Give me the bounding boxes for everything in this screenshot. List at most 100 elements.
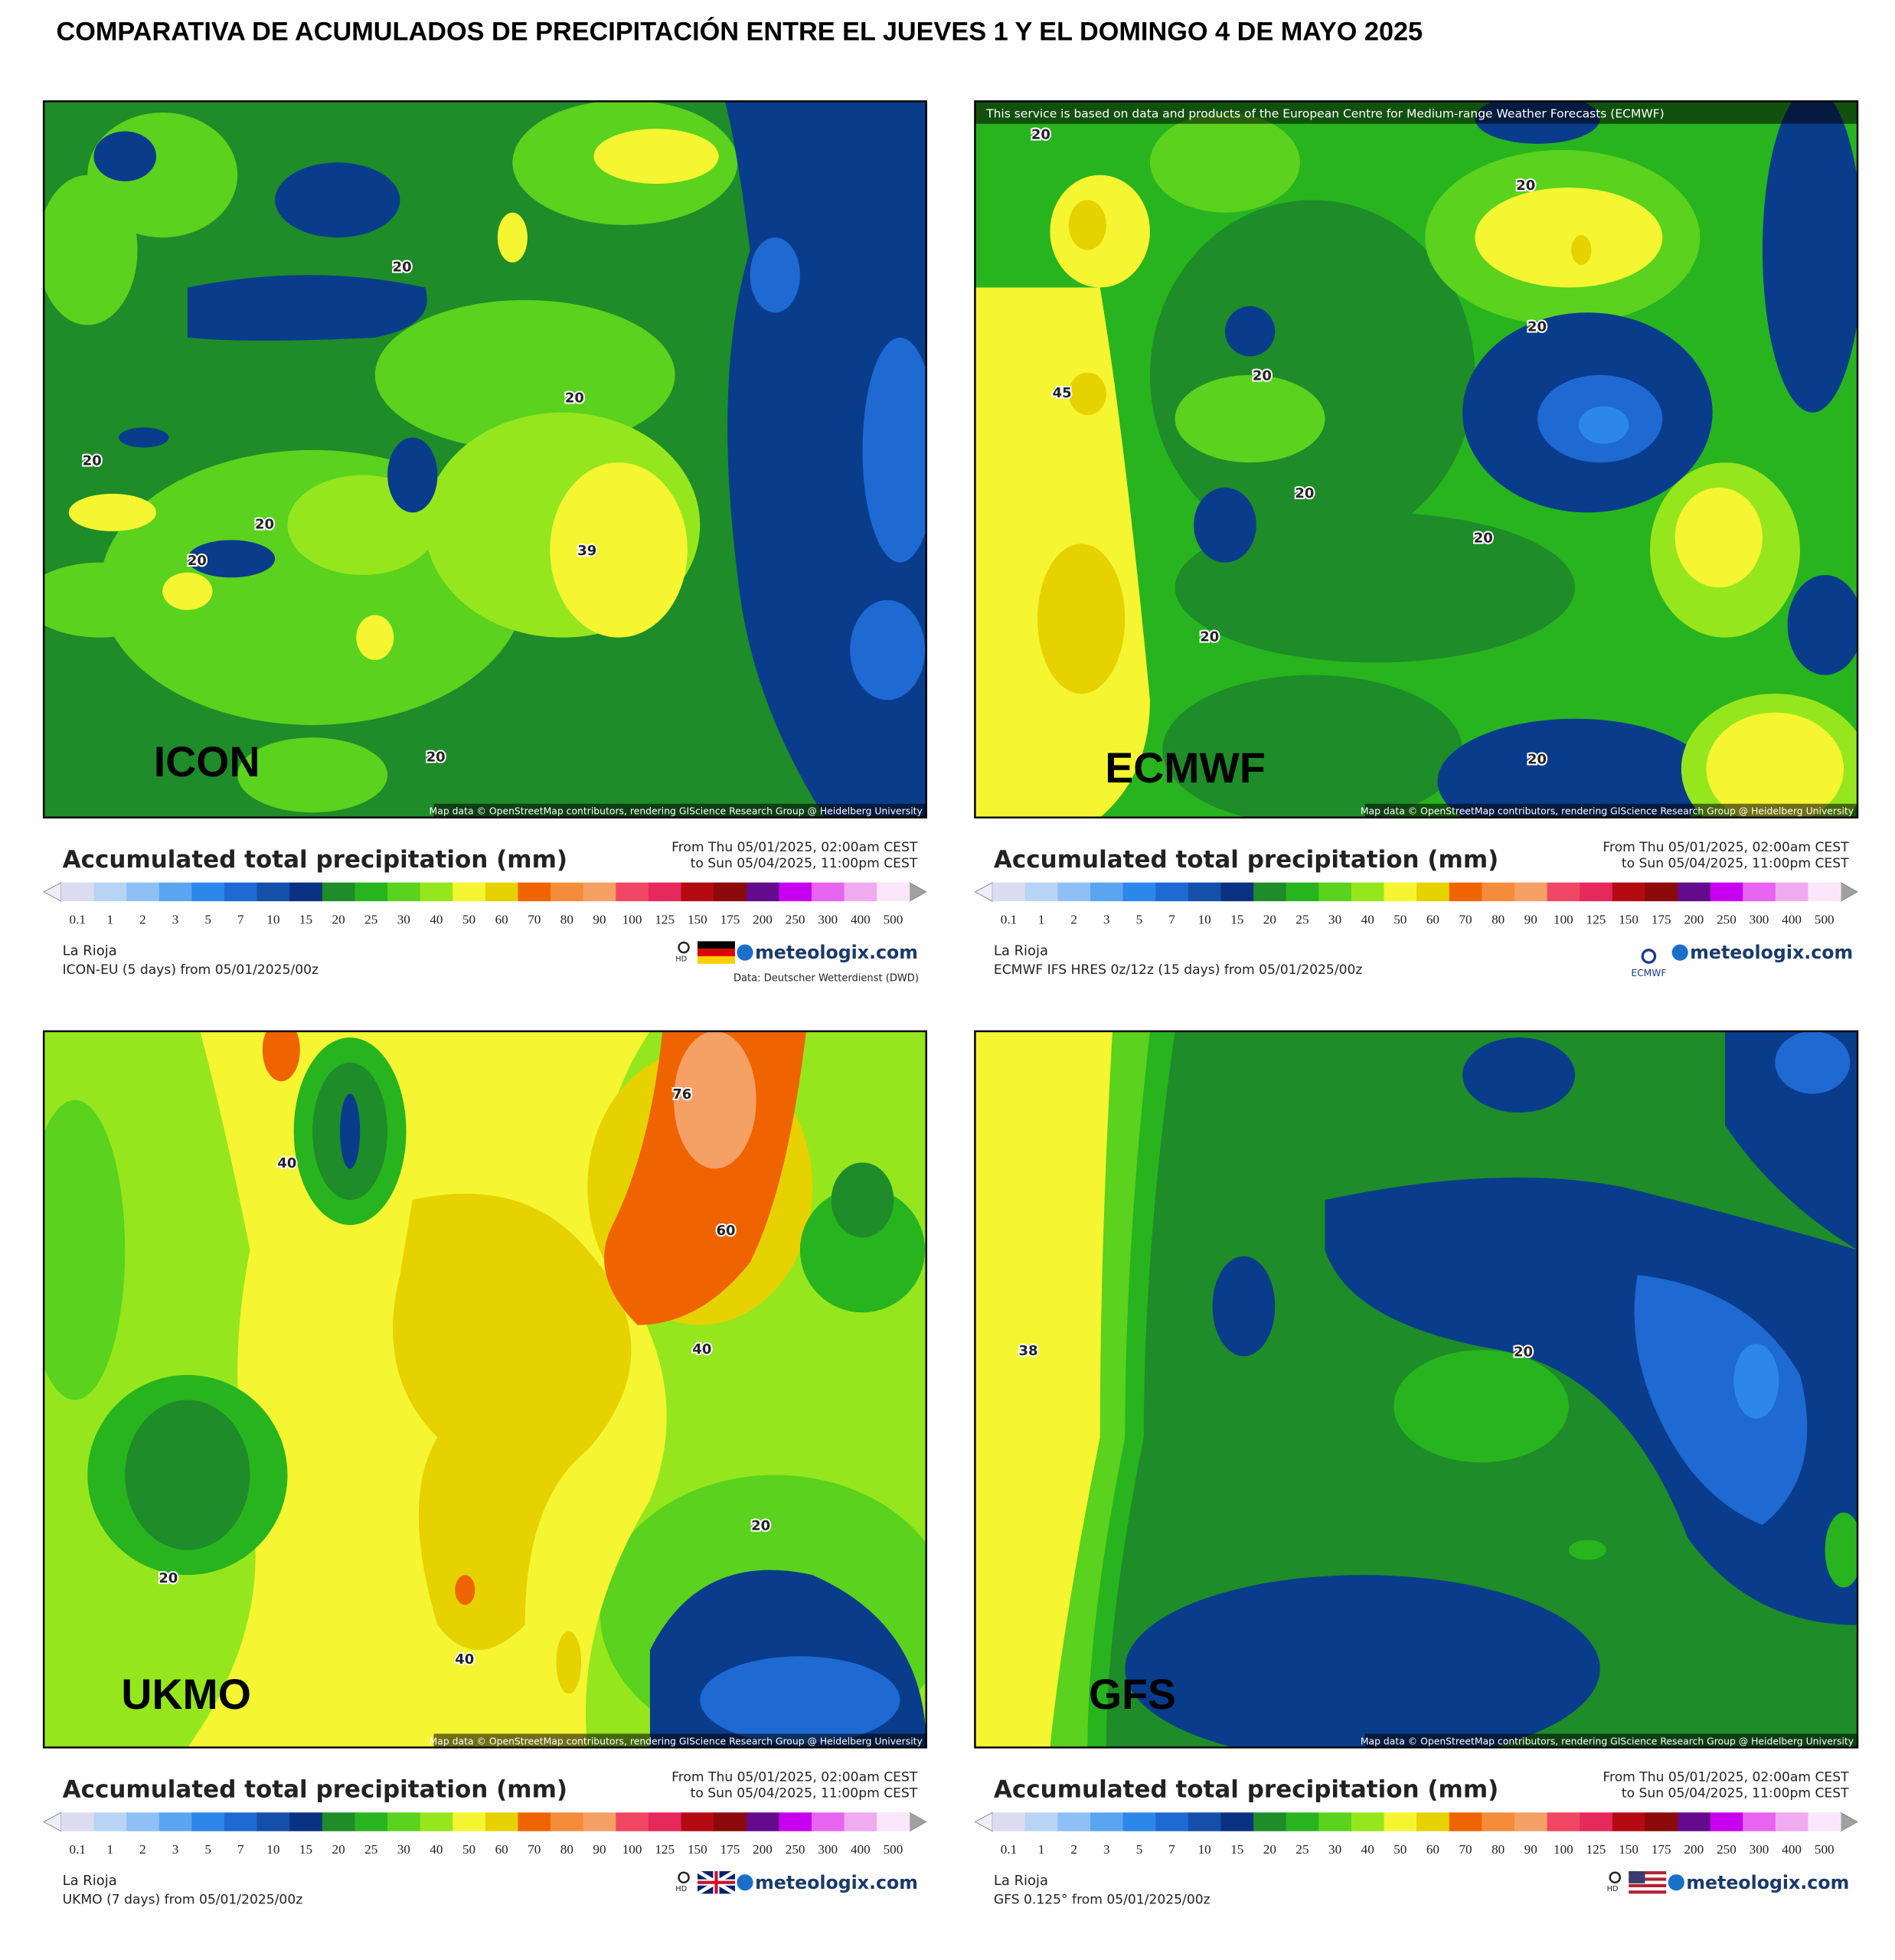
colorbar-swatch	[1808, 1812, 1841, 1831]
colorbar-label: 50	[1393, 913, 1407, 927]
precip-area	[497, 212, 528, 263]
colorbar-swatch	[354, 882, 388, 902]
colorbar-label: 250	[1717, 913, 1737, 927]
colorbar-swatch	[1449, 882, 1482, 902]
precip-area	[1762, 101, 1858, 413]
precip-area	[1175, 512, 1576, 663]
hd-label: HD	[1607, 1885, 1619, 1893]
colorbar-swatch	[420, 1812, 453, 1831]
colorbar-label: 90	[593, 1842, 606, 1857]
colorbar-label: 60	[495, 1842, 508, 1857]
colorbar-label: 30	[397, 913, 410, 927]
contour-label: 76	[672, 1086, 691, 1102]
colorbar-label: 2	[1070, 913, 1077, 927]
colorbar-swatch	[1351, 1812, 1385, 1831]
date-to: to Sun 05/04/2025, 11:00pm CEST	[691, 1786, 918, 1802]
colorbar-label: 175	[720, 913, 740, 927]
colorbar-label: 2	[139, 913, 146, 927]
colorbar-label: 15	[299, 1842, 312, 1857]
colorbar-swatch	[1220, 1812, 1254, 1831]
colorbar-under	[974, 881, 993, 902]
precip-area	[1825, 1512, 1858, 1588]
colorbar-label: 300	[1750, 1842, 1769, 1857]
logo-icon	[1671, 944, 1688, 961]
hd-icon	[678, 941, 690, 954]
colorbar-swatch	[1482, 1812, 1515, 1831]
precip-area	[1325, 1177, 1858, 1625]
precip-area	[1212, 1256, 1276, 1357]
map-icon	[44, 101, 926, 818]
model-description: GFS 0.125° from 05/01/2025/00z	[994, 1892, 1211, 1907]
logo: meteologix.com	[1686, 1872, 1849, 1893]
date-from: From Thu 05/01/2025, 02:00am CEST	[1603, 840, 1849, 855]
colorbar-label: 3	[172, 913, 179, 927]
colorbar-label: 0.1	[70, 1842, 86, 1857]
colorbar-swatch	[844, 882, 877, 902]
contour-label: 20	[1474, 531, 1493, 547]
precip-area	[44, 1099, 126, 1400]
contour-label: 20	[565, 390, 584, 407]
colorbar-label: 300	[818, 1842, 838, 1857]
flag	[697, 1871, 735, 1894]
colorbar-swatch	[256, 1812, 290, 1831]
precip-area	[1462, 1037, 1576, 1113]
colorbar-label: 2	[1070, 1842, 1077, 1857]
colorbar-swatch	[1155, 882, 1189, 902]
colorbar-label: 250	[786, 913, 805, 927]
colorbar-label: 200	[1684, 913, 1704, 927]
flag	[1629, 1871, 1645, 1883]
colorbar-swatch	[1090, 1812, 1124, 1831]
flag	[697, 941, 735, 949]
precip-area	[68, 493, 157, 531]
precip-area	[187, 540, 276, 578]
colorbar-swatch	[1449, 1812, 1482, 1831]
model-description: ECMWF IFS HRES 0z/12z (15 days) from 05/…	[994, 962, 1363, 978]
colorbar-swatch	[1188, 1812, 1221, 1831]
colorbar-swatch	[746, 882, 779, 902]
map-attribution: Map data © OpenStreetMap contributors, r…	[430, 1735, 923, 1746]
contour-label: 20	[1514, 1344, 1533, 1360]
colorbar-label: 25	[1295, 913, 1309, 927]
contour-label: 20	[751, 1517, 770, 1534]
map-ecmwf	[975, 101, 1858, 818]
colorbar-swatch	[1416, 1812, 1450, 1831]
colorbar-swatch	[1024, 882, 1058, 902]
contour-label: 20	[1031, 126, 1050, 142]
colorbar-swatch	[1514, 882, 1548, 902]
colorbar-swatch	[1253, 882, 1287, 902]
colorbar-swatch	[191, 882, 225, 902]
colorbar-swatch	[1155, 1812, 1189, 1831]
colorbar-swatch	[354, 1812, 388, 1831]
colorbar-swatch	[224, 1812, 258, 1831]
ecmwf-logo-icon	[1641, 949, 1657, 964]
colorbar-label: 400	[1782, 913, 1802, 927]
page-title: COMPARATIVA DE ACUMULADOS DE PRECIPITACI…	[56, 15, 1423, 46]
precip-area	[262, 1031, 300, 1082]
colorbar-label: 90	[1524, 913, 1537, 927]
colorbar-swatch	[616, 882, 649, 902]
precip-area	[1571, 234, 1592, 266]
contour-label: 20	[1200, 629, 1219, 645]
location: La Rioja	[994, 1873, 1048, 1889]
colorbar-swatch	[779, 1812, 812, 1831]
contour-label: 40	[277, 1155, 296, 1171]
colorbar-label: 100	[1554, 913, 1573, 927]
colorbar-label: 30	[1328, 913, 1341, 927]
colorbar-label: 70	[528, 913, 541, 927]
colorbar-label: 3	[172, 1842, 179, 1857]
colorbar-label: 40	[1361, 1842, 1374, 1857]
colorbar-swatch	[1482, 882, 1515, 902]
contour-label: 40	[692, 1341, 711, 1357]
colorbar-swatch	[1253, 1812, 1287, 1831]
date-to: to Sun 05/04/2025, 11:00pm CEST	[1622, 856, 1849, 871]
precip-area	[1393, 1350, 1569, 1463]
contour-label: 20	[158, 1570, 178, 1586]
precip-area	[455, 1575, 475, 1606]
flag	[697, 956, 735, 964]
colorbar-label: 15	[1230, 913, 1243, 927]
precip-area	[1037, 544, 1126, 694]
colorbar-label: 10	[266, 1842, 279, 1857]
colorbar-swatch	[1220, 882, 1254, 902]
colorbar-swatch	[518, 1812, 551, 1831]
colorbar-label: 100	[1554, 1842, 1573, 1857]
